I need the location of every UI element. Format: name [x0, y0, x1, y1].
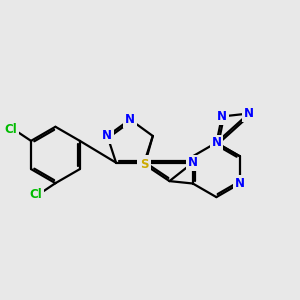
Text: S: S	[140, 158, 149, 171]
Text: N: N	[217, 110, 227, 123]
Text: N: N	[102, 130, 112, 142]
Text: N: N	[244, 107, 254, 120]
Text: Cl: Cl	[29, 188, 42, 201]
Text: N: N	[125, 113, 135, 126]
Text: Cl: Cl	[5, 123, 17, 136]
Text: N: N	[188, 156, 198, 169]
Text: N: N	[235, 177, 245, 190]
Text: N: N	[139, 156, 149, 169]
Text: N: N	[212, 136, 221, 149]
